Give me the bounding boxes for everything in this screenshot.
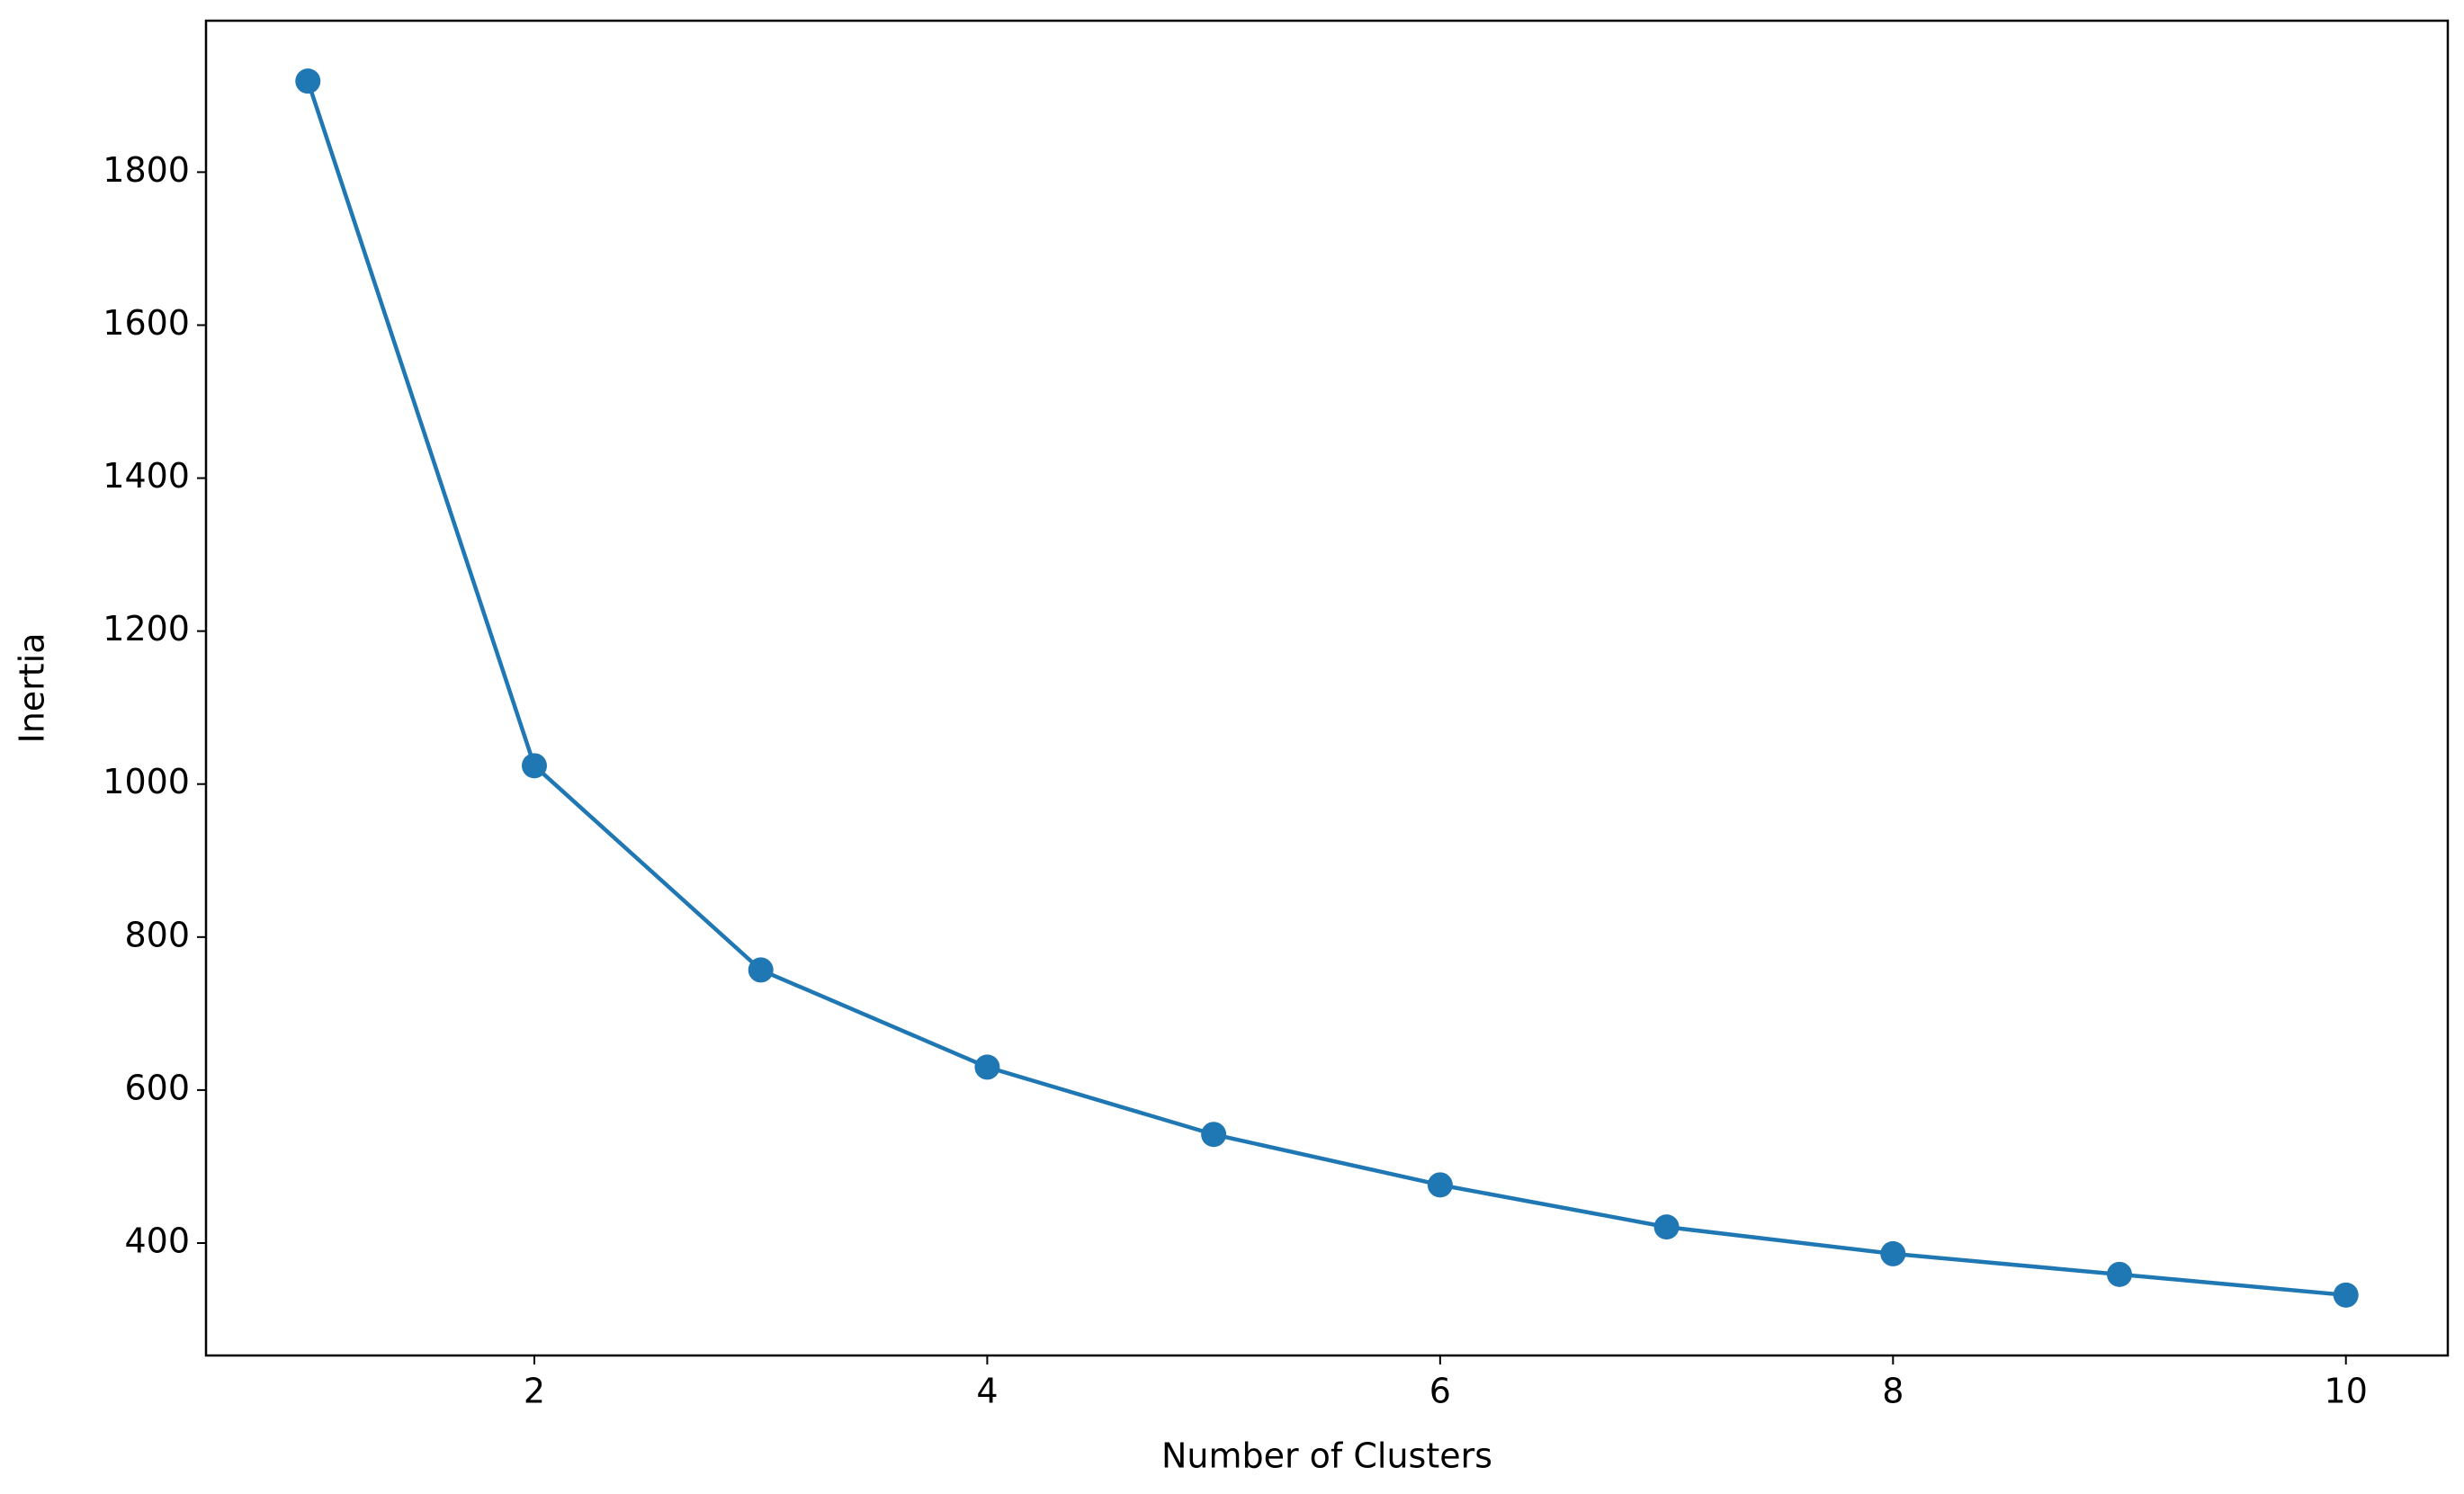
marker (1427, 1172, 1453, 1198)
axes-frame (204, 19, 2450, 1357)
x-tick-label: 6 (1429, 1372, 1451, 1411)
marker (521, 753, 547, 779)
y-tick-label: 1200 (103, 609, 190, 649)
y-tick-label: 1800 (103, 150, 190, 190)
line (306, 80, 2346, 1298)
y-tick-label: 1000 (103, 762, 190, 801)
y-tick-label: 400 (124, 1221, 190, 1260)
y-tick-label: 600 (124, 1068, 190, 1107)
y-tick-label: 1600 (103, 303, 190, 343)
y-tick-label: 1400 (103, 456, 190, 496)
x-tick-label: 10 (2325, 1372, 2368, 1411)
x-tick-label: 4 (976, 1372, 998, 1411)
marker (2107, 1261, 2133, 1287)
marker (1201, 1122, 1227, 1148)
marker (2333, 1282, 2359, 1308)
marker (295, 68, 321, 94)
marker (1653, 1214, 1680, 1240)
marker (1880, 1240, 1906, 1266)
marker (974, 1054, 1000, 1080)
x-axis-label: Number of Clusters (1161, 1436, 1492, 1476)
marker (748, 957, 774, 983)
x-tick-label: 2 (524, 1372, 545, 1411)
y-axis-label: Inertia (13, 632, 52, 743)
x-tick-label: 8 (1882, 1372, 1904, 1411)
y-tick-label: 800 (124, 915, 190, 954)
